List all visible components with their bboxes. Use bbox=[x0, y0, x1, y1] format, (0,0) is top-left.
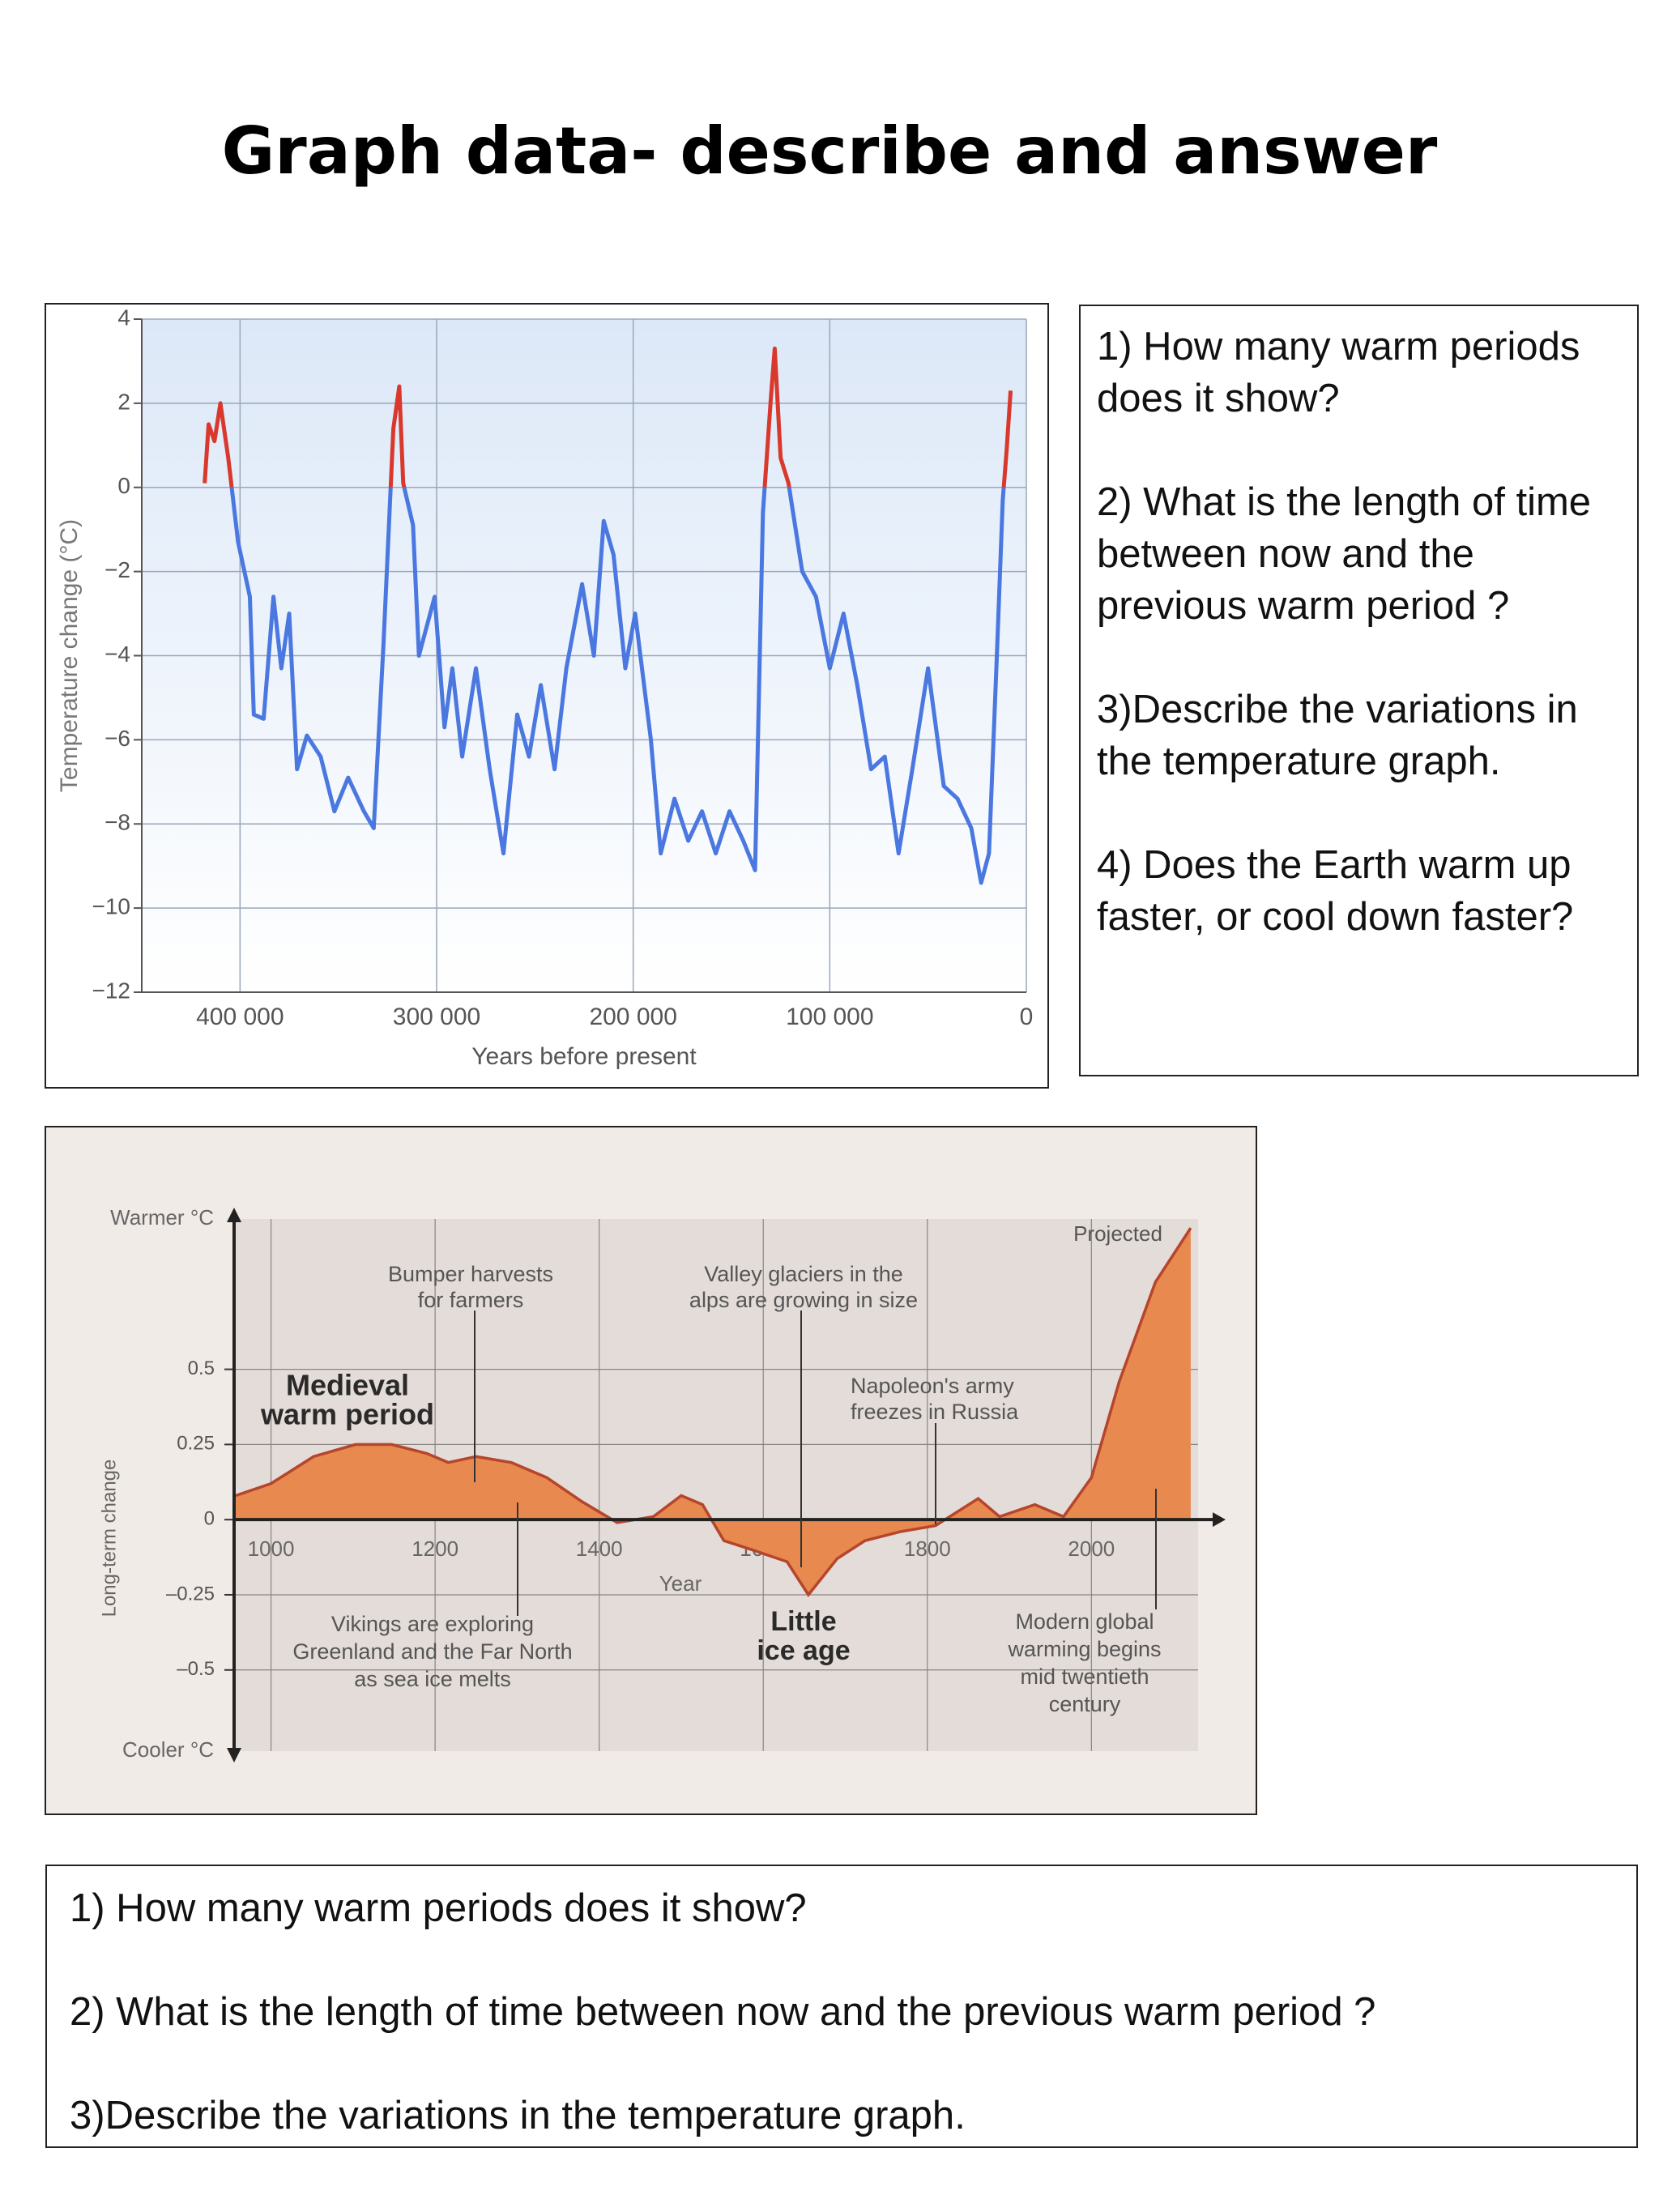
x-axis-arrow bbox=[1213, 1512, 1226, 1528]
y-tick-label: −8 bbox=[104, 810, 130, 835]
x-tick-label: 1000 bbox=[248, 1536, 295, 1561]
annotation: mid twentieth bbox=[1020, 1664, 1149, 1689]
question: 4) Does the Earth warm up faster, or coo… bbox=[1097, 843, 1574, 939]
x-axis-label: Year bbox=[659, 1571, 702, 1596]
question: 2) What is the length of time between no… bbox=[70, 1990, 1376, 2034]
y-tick-label: –0.5 bbox=[177, 1658, 215, 1680]
question: 1) How many warm periods does it show? bbox=[1097, 325, 1580, 420]
y-tick-label: –0.25 bbox=[166, 1583, 215, 1605]
area-fill bbox=[236, 1228, 1191, 1595]
x-tick-label: 100 000 bbox=[786, 1004, 873, 1030]
y-axis-label: Temperature change (°C) bbox=[56, 519, 83, 792]
y-tick-label: 2 bbox=[117, 389, 130, 414]
annotation: warm period bbox=[260, 1398, 434, 1431]
annotation: Projected bbox=[1073, 1221, 1162, 1246]
annotation: ice age bbox=[757, 1635, 850, 1666]
y-tick-label: −10 bbox=[92, 894, 131, 919]
annotation: Medieval bbox=[286, 1369, 409, 1402]
question: 2) What is the length of time between no… bbox=[1097, 480, 1592, 628]
x-tick-label: 400 000 bbox=[196, 1004, 284, 1030]
annotation: Modern global bbox=[1015, 1609, 1154, 1634]
annotation: Greenland and the Far North bbox=[292, 1639, 572, 1664]
annotation: century bbox=[1049, 1692, 1121, 1716]
y-tick-label: −6 bbox=[104, 726, 130, 751]
annotation: for farmers bbox=[418, 1288, 524, 1312]
question: 3)Describe the variations in the tempera… bbox=[70, 2094, 966, 2137]
top-label: Warmer °C bbox=[110, 1205, 214, 1230]
chart-1: 4 2 0 −2 −4 −6 −8 −10 −12 400 000 300 000 200 000 10… bbox=[56, 305, 1033, 1070]
y-tick-label: −4 bbox=[104, 641, 130, 667]
x-tick-label: 1200 bbox=[412, 1536, 458, 1561]
x-tick-label: 2000 bbox=[1068, 1536, 1115, 1561]
y-tick-label: 0 bbox=[117, 473, 130, 498]
annotation: Napoleon's army bbox=[851, 1374, 1014, 1398]
x-tick-label: 1400 bbox=[576, 1536, 623, 1561]
area-line bbox=[235, 1227, 1192, 1597]
y-tick-label: 0.25 bbox=[177, 1433, 215, 1455]
annotation: Vikings are exploring bbox=[331, 1612, 534, 1636]
x-tick-label: 0 bbox=[1020, 1004, 1034, 1030]
question: 3)Describe the variations in the tempera… bbox=[1097, 688, 1578, 783]
question: 1) How many warm periods does it show? bbox=[70, 1886, 807, 1930]
page-title: Graph data- describe and answer bbox=[221, 113, 1438, 189]
annotation: freezes in Russia bbox=[851, 1400, 1019, 1424]
x-tick-label: 1800 bbox=[904, 1536, 951, 1561]
y-tick-label: 0 bbox=[204, 1508, 215, 1530]
annotation: warming begins bbox=[1007, 1637, 1161, 1661]
y-tick-label: 0.5 bbox=[188, 1357, 215, 1379]
y-axis-label: Long-term change bbox=[98, 1460, 120, 1617]
temperature-line bbox=[203, 346, 1013, 885]
x-axis-label: Years before present bbox=[471, 1043, 697, 1070]
y-tick-label: −12 bbox=[92, 978, 131, 1003]
annotation: Bumper harvests bbox=[388, 1262, 553, 1286]
chart-2: 0.50.250–0.25–0.510001200140016001800200… bbox=[98, 1205, 1226, 1762]
x-tick-label: 200 000 bbox=[589, 1004, 676, 1030]
x-tick-label: 300 000 bbox=[393, 1004, 480, 1030]
bottom-label: Cooler °C bbox=[122, 1737, 214, 1762]
y-tick-label: 4 bbox=[117, 305, 130, 330]
annotation: Valley glaciers in the bbox=[704, 1262, 903, 1286]
y-tick-label: −2 bbox=[104, 557, 130, 582]
annotation: as sea ice melts bbox=[354, 1667, 511, 1691]
questions-box-2: 1) How many warm periods does it show? 2)… bbox=[45, 1865, 1638, 2148]
annotation: alps are growing in size bbox=[689, 1288, 918, 1312]
questions-box-1: 1) How many warm periods does it show? 2)… bbox=[1079, 305, 1639, 1076]
annotation: Little bbox=[770, 1606, 836, 1637]
